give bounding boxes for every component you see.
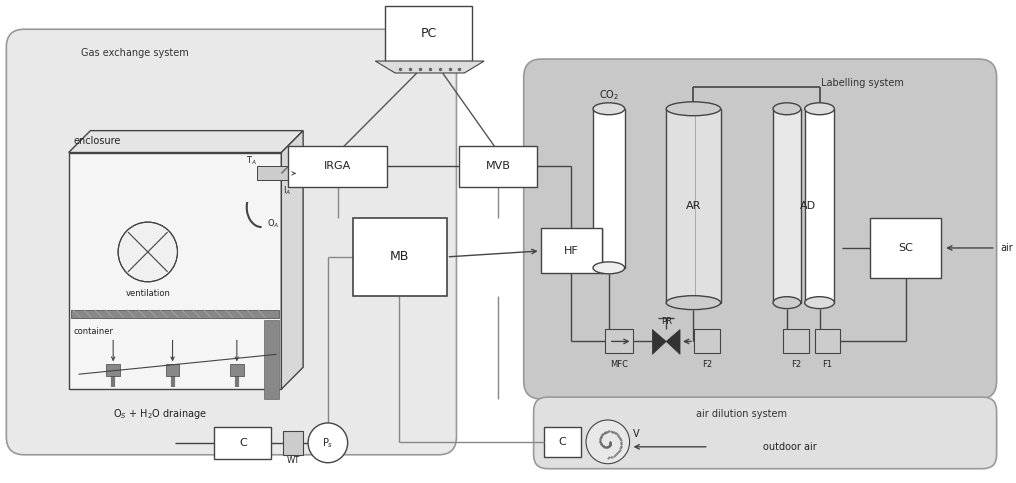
Polygon shape	[375, 61, 485, 73]
Ellipse shape	[593, 103, 625, 115]
Ellipse shape	[773, 103, 801, 115]
Bar	[283, 431, 303, 455]
Text: F1: F1	[822, 360, 832, 369]
Bar	[214, 427, 271, 459]
Text: AR: AR	[686, 201, 701, 211]
Bar	[353, 218, 447, 296]
FancyBboxPatch shape	[6, 29, 456, 455]
Bar	[230, 364, 244, 376]
Bar	[71, 310, 279, 317]
Text: T$_A$: T$_A$	[246, 154, 257, 167]
Text: F2: F2	[790, 360, 801, 369]
Text: WT: WT	[287, 456, 300, 465]
Polygon shape	[652, 329, 666, 355]
Ellipse shape	[805, 297, 834, 309]
Ellipse shape	[805, 103, 834, 115]
Circle shape	[308, 423, 347, 463]
Bar	[385, 6, 472, 61]
Bar	[289, 145, 387, 187]
Text: O$_S$ + H$_2$O drainage: O$_S$ + H$_2$O drainage	[113, 407, 207, 421]
Text: P$_s$: P$_s$	[322, 436, 333, 450]
Polygon shape	[69, 130, 303, 153]
Bar	[593, 109, 625, 268]
Text: C: C	[559, 437, 566, 447]
Text: IRGA: IRGA	[324, 161, 352, 171]
Bar	[773, 109, 801, 303]
Bar	[69, 153, 281, 389]
Text: MB: MB	[389, 250, 408, 263]
Bar	[870, 218, 941, 278]
FancyBboxPatch shape	[533, 397, 997, 469]
Ellipse shape	[593, 262, 625, 274]
Bar	[257, 167, 297, 180]
Text: Labelling system: Labelling system	[821, 78, 903, 88]
Bar	[263, 320, 279, 399]
Ellipse shape	[773, 297, 801, 309]
Text: C: C	[239, 438, 247, 448]
Text: air: air	[1001, 243, 1013, 253]
Circle shape	[118, 222, 178, 282]
Ellipse shape	[666, 296, 720, 310]
Bar	[107, 364, 120, 376]
Bar	[815, 329, 840, 354]
Bar	[805, 109, 834, 303]
Bar	[605, 329, 633, 354]
Text: SC: SC	[898, 243, 913, 253]
Bar	[541, 228, 601, 273]
Text: V: V	[633, 429, 639, 439]
Text: PC: PC	[421, 27, 437, 40]
Text: HF: HF	[564, 246, 578, 256]
Bar	[544, 427, 581, 457]
Text: PR: PR	[660, 317, 672, 326]
Bar	[166, 364, 180, 376]
Bar	[783, 329, 809, 354]
Polygon shape	[666, 329, 680, 355]
Text: container: container	[73, 327, 114, 336]
Text: air dilution system: air dilution system	[696, 409, 786, 419]
Ellipse shape	[666, 102, 720, 116]
Text: AD: AD	[800, 201, 816, 211]
Bar	[666, 109, 720, 303]
Text: Gas exchange system: Gas exchange system	[81, 48, 189, 58]
Text: I$_A$: I$_A$	[283, 184, 292, 197]
Text: MFC: MFC	[610, 360, 628, 369]
Text: ventilation: ventilation	[125, 289, 171, 298]
Bar	[694, 329, 719, 354]
Text: MVB: MVB	[486, 161, 510, 171]
Circle shape	[586, 420, 630, 464]
Text: F2: F2	[702, 360, 712, 369]
Polygon shape	[281, 130, 303, 389]
Text: O$_A$: O$_A$	[266, 218, 278, 230]
Bar	[459, 145, 536, 187]
Text: enclosure: enclosure	[73, 136, 121, 145]
FancyBboxPatch shape	[523, 59, 997, 399]
Text: outdoor air: outdoor air	[763, 442, 817, 452]
Text: CO$_2$: CO$_2$	[598, 88, 619, 102]
